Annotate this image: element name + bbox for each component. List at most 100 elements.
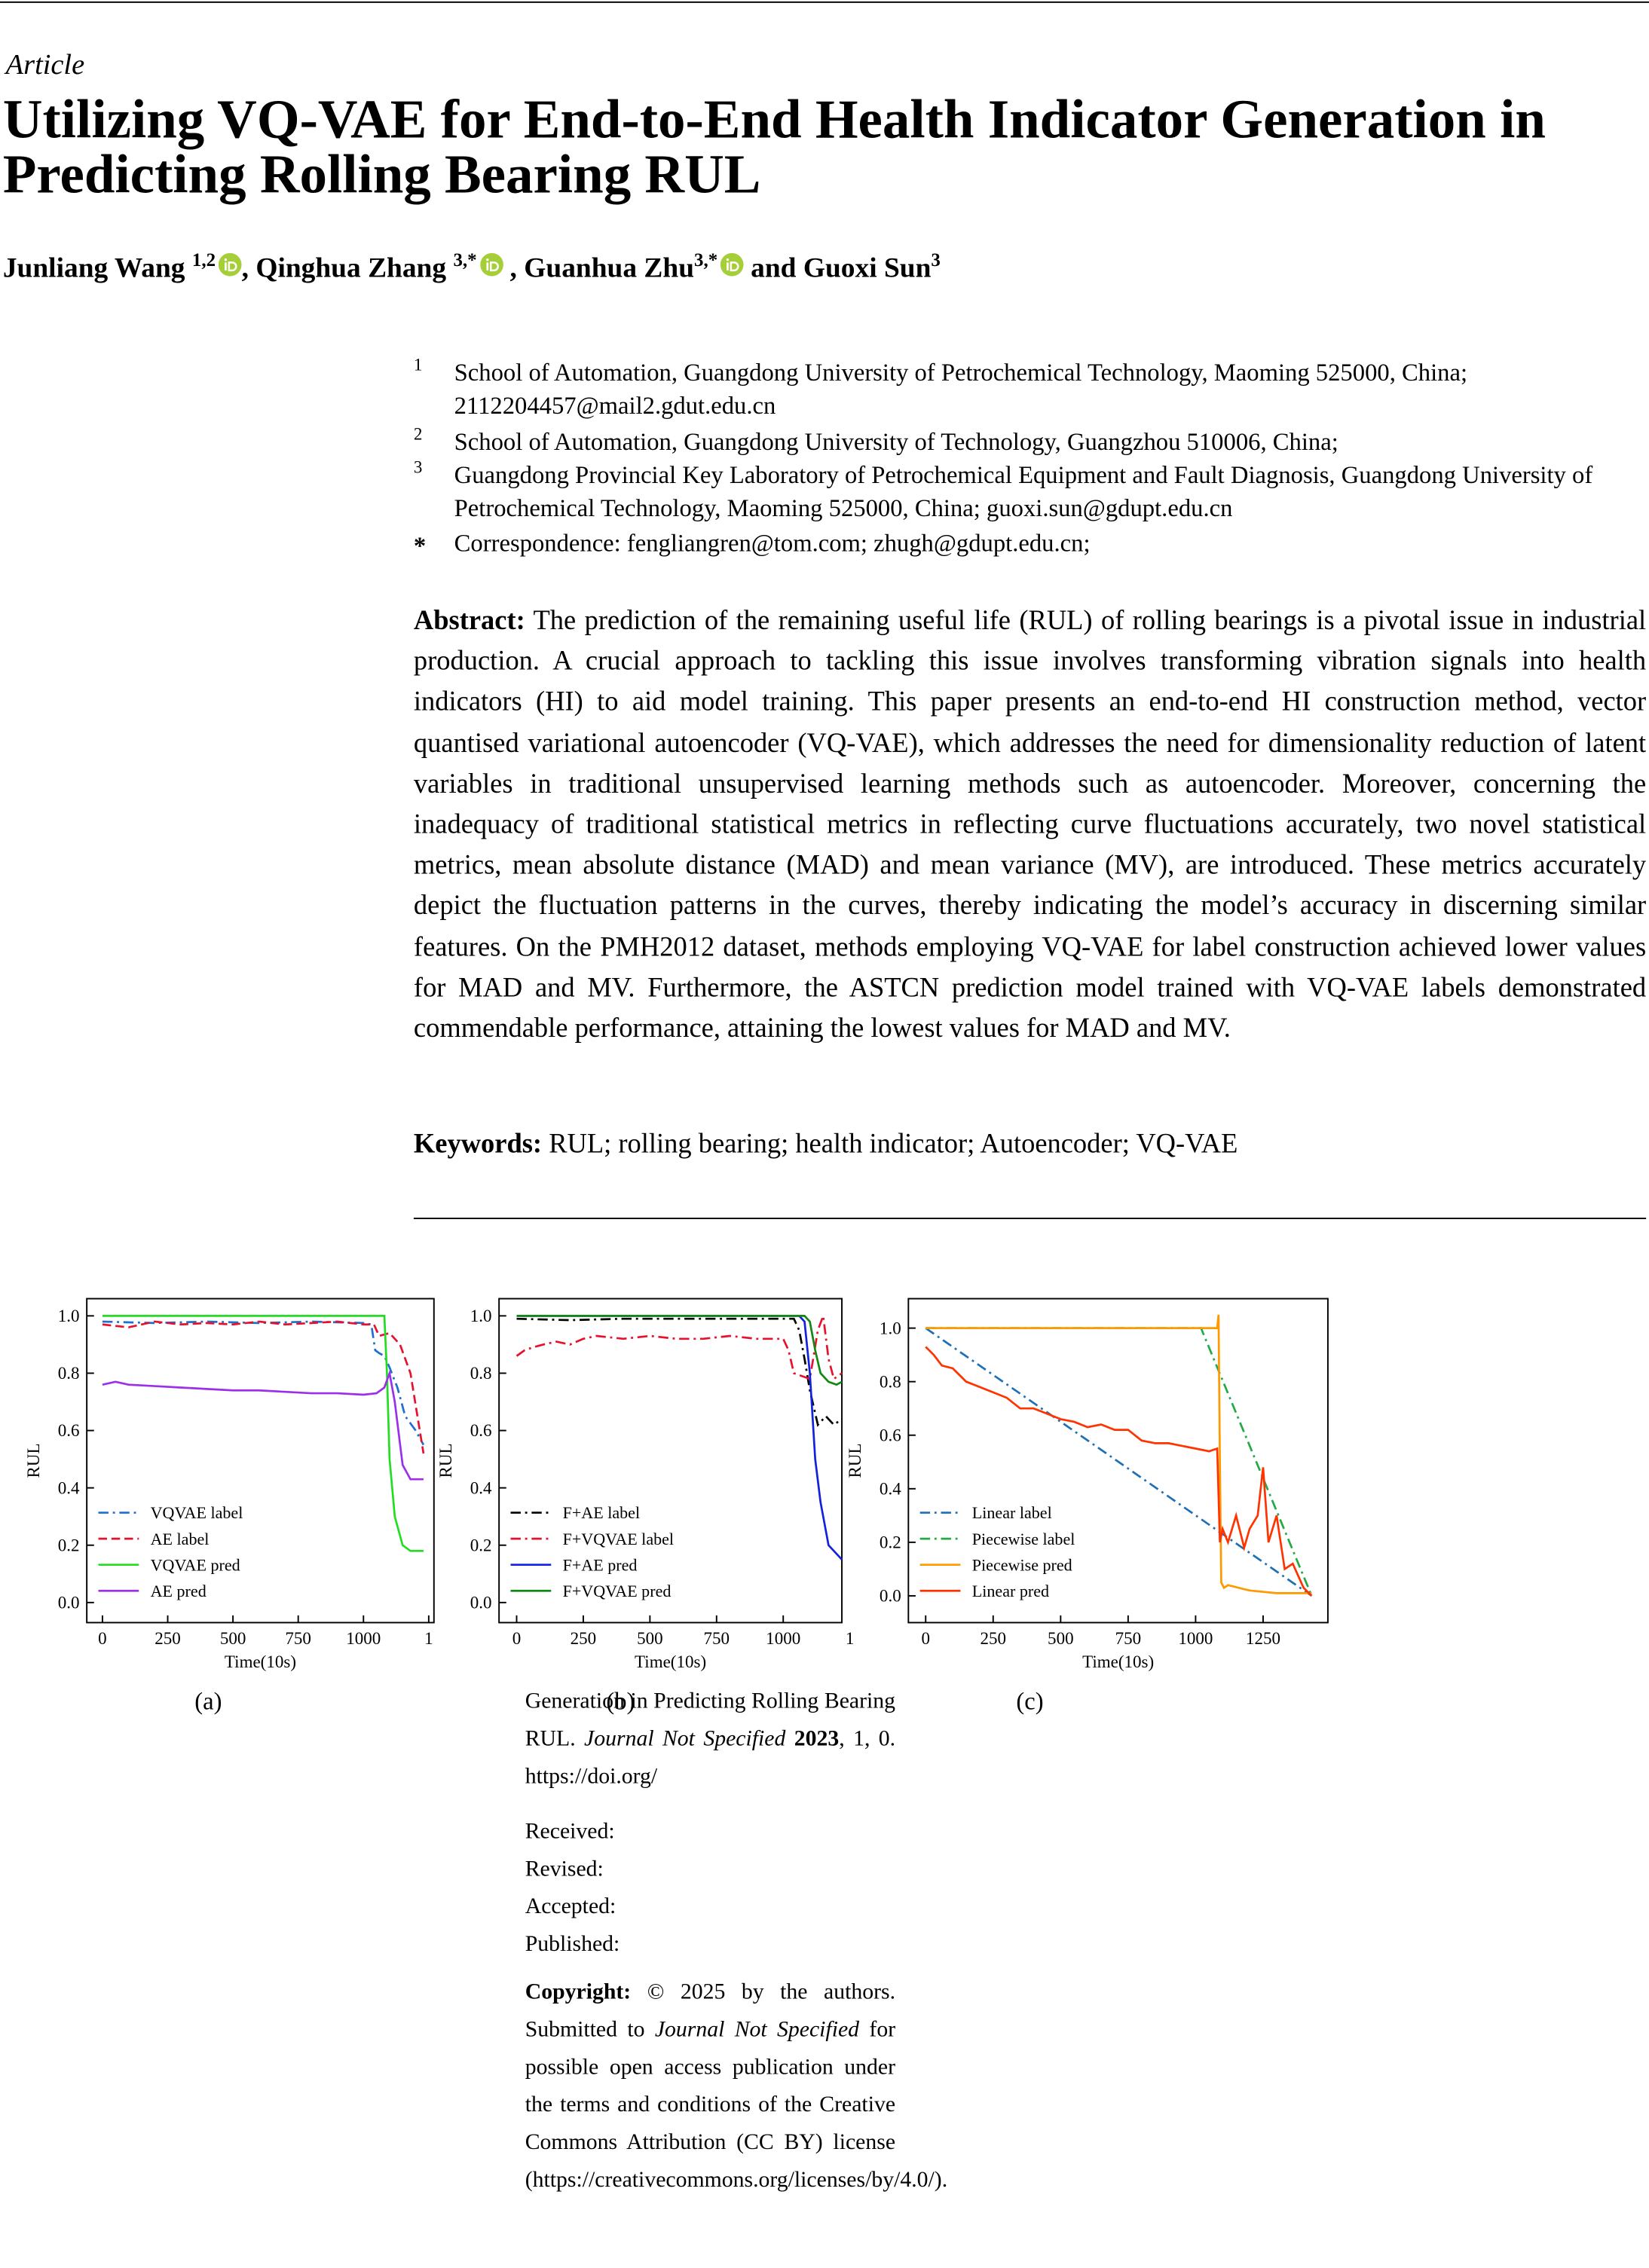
x-tick-label: 1250 [1246, 1628, 1280, 1648]
cite-year: 2023 [794, 1726, 840, 1752]
author-sup: 3,* [453, 249, 477, 271]
x-tick-label: 250 [981, 1628, 1007, 1648]
figure-caption: (a) [194, 1689, 222, 1716]
x-tick-label: 250 [571, 1628, 597, 1648]
figure: 0 250 500 750 1000 1 0.0 0.2 0.4 0.6 0.8 1.0 Time(10… [23, 1298, 1329, 1716]
affiliation: 2 School of Automation, Guangdong Univers… [414, 423, 1600, 458]
orcid-icon[interactable] [218, 252, 242, 276]
copyright-text: for possible open access publication und… [525, 2017, 948, 2193]
plot-frame [907, 1298, 1329, 1624]
x-tick-label: 1 [424, 1628, 433, 1648]
x-tick-label: 750 [1115, 1628, 1142, 1648]
series-line [516, 1315, 843, 1386]
title: Utilizing VQ-VAE for End-to-End Health I… [2, 89, 1546, 206]
y-tick-label: 0.4 [58, 1478, 80, 1497]
affiliation: 3 Guangdong Provincial Key Laboratory of … [414, 457, 1600, 524]
x-tick-label: 500 [220, 1628, 246, 1648]
copyright-label: Copyright: [525, 1979, 632, 2005]
date-line: Revised: [525, 1857, 604, 1882]
copyright-journal: Journal Not Specified [654, 2017, 860, 2043]
x-tick-label: 0 [98, 1628, 107, 1648]
y-tick-label: 1.0 [880, 1318, 901, 1337]
x-tick-label: 0 [512, 1628, 522, 1648]
affiliation: 1 School of Automation, Guangdong Univers… [414, 354, 1600, 422]
author-sep: and [751, 253, 797, 285]
series-line [102, 1369, 424, 1481]
keywords: Keywords: RUL; rolling bearing; health i… [414, 1129, 1646, 1161]
series-line [102, 1320, 425, 1446]
author-sup: 3,* [694, 249, 718, 271]
legend-label: F+AE pred [563, 1555, 638, 1574]
top-rule [0, 1, 1649, 3]
x-tick-label: 1 [846, 1628, 855, 1648]
plot-frame [498, 1298, 843, 1624]
y-tick-label: 0.0 [58, 1592, 80, 1612]
affiliation-text: Guangdong Provincial Key Laboratory of P… [454, 461, 1593, 522]
y-tick-label: 0.2 [880, 1533, 901, 1552]
keywords-text: RUL; rolling bearing; health indicator; … [549, 1129, 1238, 1160]
orcid-icon[interactable] [479, 252, 503, 276]
y-tick-label: 1.0 [58, 1306, 80, 1325]
y-tick-label: 0.8 [470, 1363, 492, 1383]
y-axis-label: RUL [845, 1443, 864, 1478]
affiliation-mark: 1 [413, 354, 423, 375]
copyright-text: © 2025 by the authors. Submitted to [525, 1979, 896, 2043]
affiliation-text: School of Automation, Guangdong Universi… [454, 358, 1468, 420]
series-line [925, 1314, 1312, 1594]
y-axis-label: RUL [23, 1443, 43, 1478]
cite-title: Generation in Predicting Rolling Bearing… [525, 1689, 896, 1752]
y-tick-label: 0.6 [58, 1420, 80, 1440]
abstract-label: Abstract: [413, 606, 525, 637]
copyright: Copyright: © 2025 by the authors. Submit… [525, 1974, 947, 2199]
y-tick-label: 0.0 [880, 1586, 901, 1606]
legend-label: F+AE label [563, 1503, 641, 1522]
figure-caption: (b) [606, 1689, 635, 1716]
legend-label: F+VQVAE pred [563, 1582, 672, 1600]
figure-caption: (c) [1016, 1689, 1043, 1716]
legend-label: Piecewise label [972, 1530, 1075, 1548]
legend-label: AE pred [151, 1582, 207, 1600]
date-line: Received: [525, 1819, 615, 1845]
legend-label: F+VQVAE label [563, 1530, 674, 1548]
date-line: Published: [525, 1932, 620, 1957]
series-line [516, 1315, 843, 1560]
series-line [102, 1315, 424, 1552]
cite-journal: Journal Not Specified [584, 1726, 786, 1752]
x-tick-label: 0 [921, 1628, 930, 1648]
y-tick-label: 0.6 [880, 1425, 901, 1444]
author-name: Guoxi Sun [803, 253, 932, 285]
date-line: Accepted: [525, 1894, 616, 1919]
author-sep: , [241, 253, 249, 285]
series-line [925, 1346, 1313, 1597]
y-tick-label: 0.4 [880, 1478, 901, 1498]
affiliation-mark: 2 [413, 423, 423, 445]
orcid-icon[interactable] [720, 252, 744, 276]
y-tick-label: 0.8 [880, 1371, 901, 1391]
affiliation-text: School of Automation, Guangdong Universi… [454, 428, 1338, 456]
plot-frame [86, 1298, 435, 1624]
series-line [516, 1315, 843, 1381]
x-axis-label: Time(10s) [635, 1652, 706, 1671]
x-tick-label: 1000 [346, 1628, 381, 1648]
y-tick-label: 0.6 [470, 1420, 492, 1440]
affiliation: * Correspondence: fengliangren@tom.com; z… [413, 527, 1600, 560]
affiliation-mark: * [413, 532, 427, 560]
article-type: Article [5, 49, 85, 81]
abstract-text: The prediction of the remaining useful l… [413, 606, 1647, 1044]
legend-label: Linear label [972, 1503, 1052, 1522]
x-tick-label: 750 [704, 1628, 730, 1648]
citation: Generation in Predicting Rolling Bearing… [525, 1683, 895, 1796]
keywords-label: Keywords: [413, 1129, 543, 1160]
y-tick-label: 1.0 [470, 1306, 492, 1325]
x-tick-label: 1000 [766, 1628, 800, 1648]
author-name: Guanhua Zhu [524, 253, 695, 285]
legend-label: VQVAE label [151, 1503, 243, 1522]
cite-rest: , 1, 0. https://doi.org/ [525, 1726, 896, 1790]
x-tick-label: 750 [285, 1628, 311, 1648]
x-tick-label: 500 [637, 1628, 663, 1648]
affiliation-text: Correspondence: fengliangren@tom.com; zh… [454, 529, 1091, 557]
author-sup: 3 [931, 249, 941, 271]
abstract: Abstract: The prediction of the remainin… [414, 601, 1646, 1050]
